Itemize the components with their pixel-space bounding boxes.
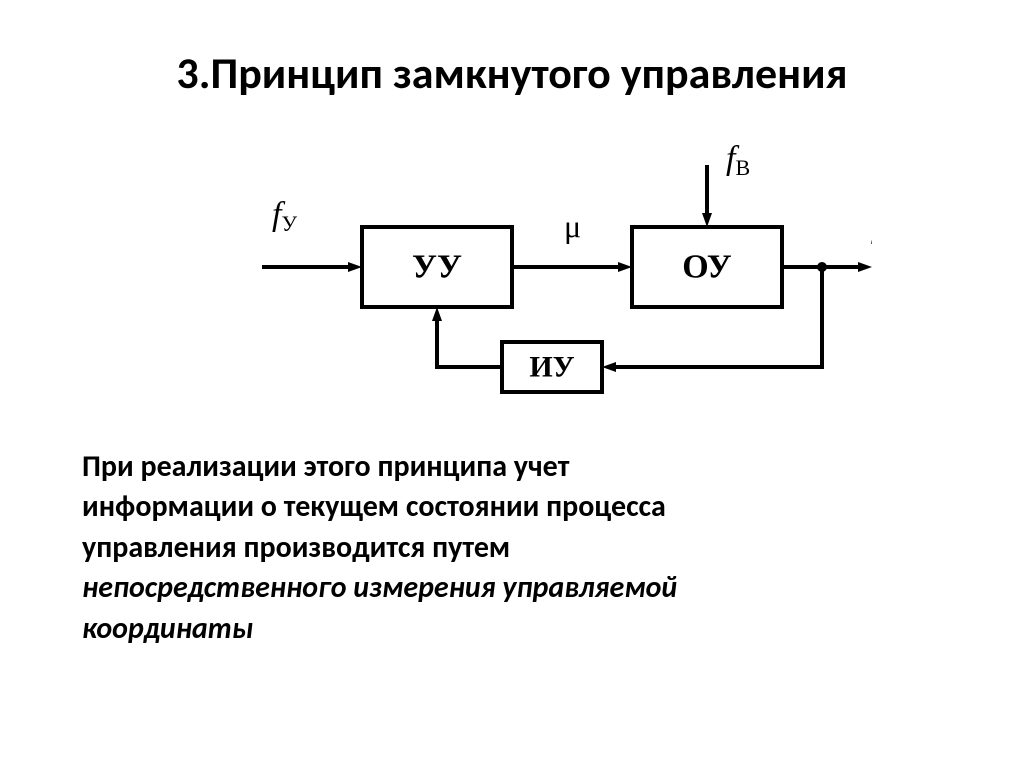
- svg-text:УУ: УУ: [412, 248, 462, 285]
- desc-line1: При реализации этого принципа учет: [82, 448, 569, 485]
- block-diagram-container: УУ ОУ ИУ fУ fВ μ y: [60, 117, 964, 407]
- svg-text:y: y: [871, 208, 872, 245]
- desc-line4: непосредственного измерения управляемой: [82, 569, 677, 606]
- desc-line3: управления производится путем: [82, 529, 510, 566]
- desc-line2: информации о текущем состоянии процесса: [82, 488, 666, 525]
- slide-description: При реализации этого принципа учет инфор…: [60, 447, 964, 650]
- desc-line5: координаты: [82, 610, 253, 647]
- closed-loop-diagram: УУ ОУ ИУ fУ fВ μ y: [152, 117, 872, 407]
- svg-text:ОУ: ОУ: [682, 248, 732, 285]
- svg-text:fУ: fУ: [272, 196, 297, 236]
- svg-text:μ: μ: [564, 208, 581, 244]
- svg-text:fВ: fВ: [726, 140, 750, 180]
- svg-text:ИУ: ИУ: [529, 350, 574, 383]
- slide-title: 3.Принцип замкнутого управления: [60, 48, 964, 99]
